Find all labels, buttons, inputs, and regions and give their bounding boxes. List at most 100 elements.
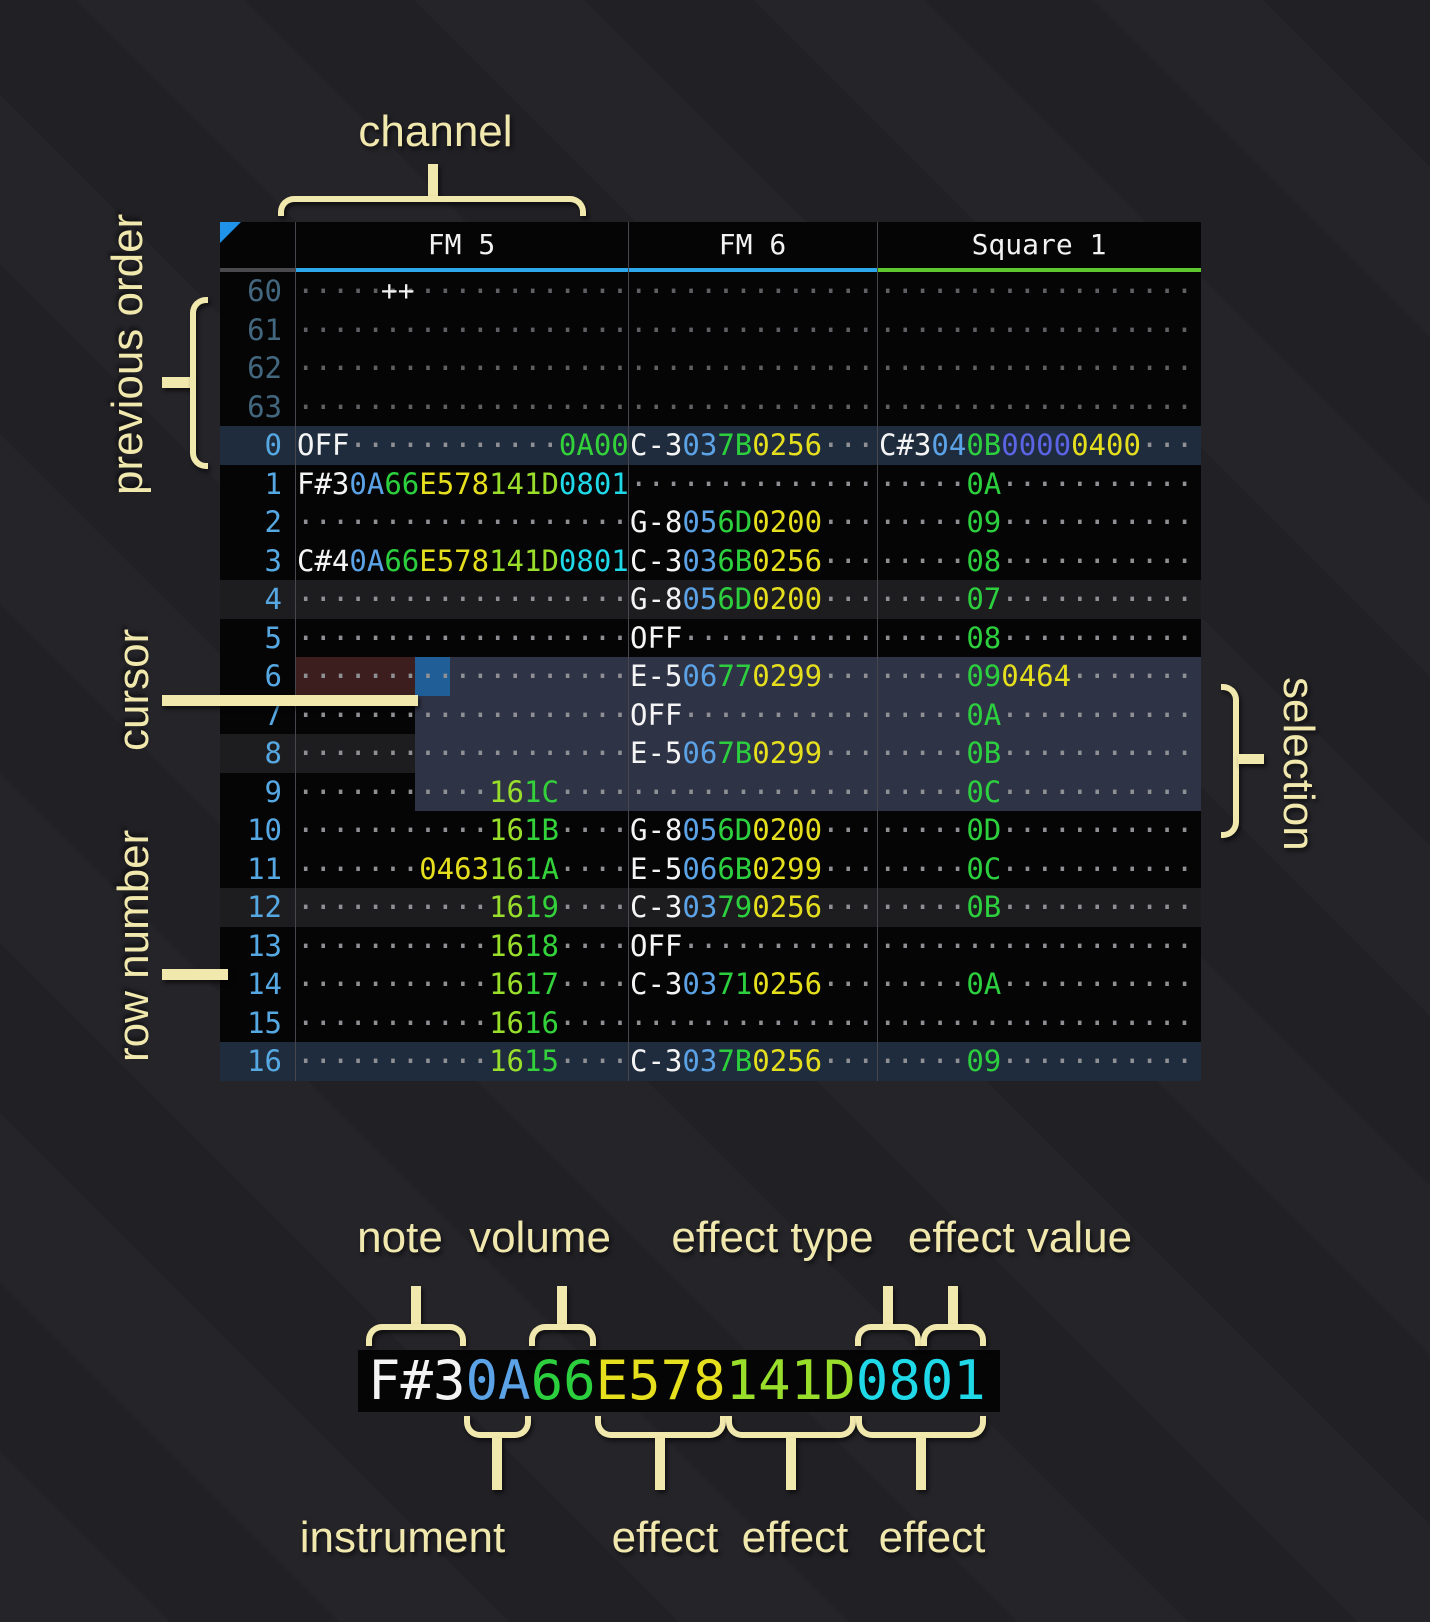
- pattern-cell-sq1[interactable]: ··················: [877, 927, 1201, 966]
- field-fxY: E578: [419, 543, 490, 578]
- pattern-cell-fm6[interactable]: E-5066B0299···: [628, 850, 877, 889]
- pattern-cell-fm5[interactable]: ···················: [295, 272, 628, 311]
- pattern-cell-fm6[interactable]: ··············: [628, 272, 877, 311]
- pattern-row-16: 16 ···········1615···· C-3037B0256··· ·····…: [220, 1042, 1201, 1081]
- pattern-cell-sq1[interactable]: ··················: [877, 272, 1201, 311]
- pattern-cell-sq1[interactable]: ··················: [877, 349, 1201, 388]
- pattern-row-61: 61 ··················· ·············· ·····…: [220, 311, 1201, 350]
- pattern-cell-fm6[interactable]: G-8056D0200···: [628, 811, 877, 850]
- pattern-cell-fm6[interactable]: C-303790256···: [628, 888, 877, 927]
- field-ins: 06: [682, 659, 718, 693]
- effect-value-annotation-brace: [921, 1324, 986, 1346]
- pattern-cell-fm5[interactable]: ···················: [295, 619, 628, 658]
- pattern-cell-sq1[interactable]: ··················: [877, 311, 1201, 350]
- pattern-cell-sq1[interactable]: ·····08···········: [877, 542, 1201, 581]
- pattern-cell-sq1[interactable]: ·····0D···········: [877, 811, 1201, 850]
- pattern-cell-fm6[interactable]: OFF···········: [628, 696, 877, 735]
- pattern-cell-fm6[interactable]: E-5067B0299···: [628, 734, 877, 773]
- pattern-cell-sq1[interactable]: ··················: [877, 1004, 1201, 1043]
- pattern-cell-fm5[interactable]: ···········1619····: [295, 888, 628, 927]
- field-fxC: 0801: [855, 1349, 986, 1412]
- pattern-cell-fm6[interactable]: G-8056D0200···: [628, 580, 877, 619]
- pattern-row-11: 11 ·······0463161A···· E-5066B0299··· ·····…: [220, 850, 1201, 889]
- note-annotation-stem: [411, 1286, 421, 1326]
- field-fxY: 0463: [419, 851, 490, 886]
- pattern-cell-sq1[interactable]: ··················: [877, 388, 1201, 427]
- empty-dots: ··················: [879, 389, 1194, 424]
- channel-header-square-1[interactable]: Square 1: [877, 222, 1201, 272]
- pattern-cell-fm6[interactable]: ··············: [628, 1004, 877, 1043]
- empty-dots: ···········: [297, 1005, 490, 1040]
- pattern-cell-fm6[interactable]: G-8056D0200···: [628, 503, 877, 542]
- pattern-cell-sq1[interactable]: ·····07···········: [877, 580, 1201, 619]
- pattern-cell-sq1[interactable]: ·····08···········: [877, 619, 1201, 658]
- pattern-cell-sq1[interactable]: ·····0C···········: [877, 850, 1201, 889]
- empty-dots: ··················: [879, 312, 1194, 347]
- field-fxY: E578: [419, 466, 490, 501]
- pattern-cell-fm6[interactable]: ··············: [628, 349, 877, 388]
- effect-type-annotation-stem: [883, 1286, 893, 1326]
- pattern-cell-fm5[interactable]: ···················: [295, 734, 628, 773]
- pattern-cell-fm5[interactable]: ···········1618····: [295, 927, 628, 966]
- pattern-row-12: 12 ···········1619···· C-303790256··· ·····…: [220, 888, 1201, 927]
- pattern-cell-fm5[interactable]: ···················: [295, 349, 628, 388]
- channel-header-fm-5[interactable]: FM 5: [295, 222, 628, 272]
- pattern-cell-fm6[interactable]: C-3037B0256···: [628, 426, 877, 465]
- pattern-cell-fm5[interactable]: OFF············0A00: [295, 426, 628, 465]
- pattern-cell-fm5[interactable]: F#30A66E578141D0801: [295, 465, 628, 504]
- channel-annotation-brace: [278, 196, 586, 216]
- pattern-cell-sq1[interactable]: C#3040B00000400···: [877, 426, 1201, 465]
- pattern-cell-fm6[interactable]: C-3036B0256···: [628, 542, 877, 581]
- pattern-cell-fm6[interactable]: OFF···········: [628, 927, 877, 966]
- pattern-cell-fm5[interactable]: ···················: [295, 311, 628, 350]
- empty-dots: ·····: [879, 620, 967, 655]
- empty-dots: ···················: [297, 312, 628, 347]
- field-vol: 0B: [966, 890, 1002, 924]
- empty-dots: ···: [822, 659, 875, 693]
- empty-dots: ··················: [879, 351, 1194, 385]
- pattern-cell-fm5[interactable]: ···················: [295, 388, 628, 427]
- column-divider: [295, 222, 296, 1081]
- pattern-cell-fm5[interactable]: ···········1617····: [295, 965, 628, 1004]
- pattern-cell-sq1[interactable]: ·····0C···········: [877, 773, 1201, 812]
- pattern-cell-fm6[interactable]: C-303710256···: [628, 965, 877, 1004]
- field-fxY: 0256: [752, 1044, 823, 1078]
- pattern-cell-sq1[interactable]: ·····0A···········: [877, 465, 1201, 504]
- pattern-cell-sq1[interactable]: ·····09···········: [877, 503, 1201, 542]
- pattern-cell-fm6[interactable]: ··············: [628, 773, 877, 812]
- pattern-cell-fm5[interactable]: ···················: [295, 503, 628, 542]
- pattern-cell-sq1[interactable]: ·····0B···········: [877, 888, 1201, 927]
- row-number: 5: [264, 620, 282, 655]
- selection-annotation-arm: [1238, 754, 1264, 764]
- pattern-cell-fm6[interactable]: ··············: [628, 465, 877, 504]
- field-vol: 0A: [966, 466, 1002, 501]
- empty-dots: ···········: [1001, 466, 1194, 501]
- pattern-cell-fm5[interactable]: ···················: [295, 580, 628, 619]
- field-fxY: 0200: [752, 582, 823, 616]
- field-fxL: 16: [489, 1044, 524, 1078]
- pattern-cell-fm5[interactable]: ·······0463161A····: [295, 850, 628, 889]
- pattern-cell-fm6[interactable]: C-3037B0256···: [628, 1042, 877, 1081]
- pattern-cell-fm5[interactable]: ···········1615····: [295, 1042, 628, 1081]
- pattern-cell-fm6[interactable]: E-506770299···: [628, 657, 877, 696]
- pattern-cell-sq1[interactable]: ·····09···········: [877, 1042, 1201, 1081]
- pattern-cell-fm5[interactable]: ···········1616····: [295, 1004, 628, 1043]
- pattern-cell-fm5[interactable]: ···········161B····: [295, 811, 628, 850]
- pattern-cell-sq1[interactable]: ·····0A···········: [877, 696, 1201, 735]
- pattern-cell-sq1[interactable]: ·····0A···········: [877, 965, 1201, 1004]
- pattern-cell-sq1[interactable]: ·····0B···········: [877, 734, 1201, 773]
- row-number: 2: [264, 505, 282, 539]
- pattern-cell-fm5[interactable]: ···········161C····: [295, 773, 628, 812]
- field-note: C-3: [630, 428, 683, 462]
- pattern-cell-fm6[interactable]: ··············: [628, 311, 877, 350]
- pattern-cell-fm6[interactable]: OFF···········: [628, 619, 877, 658]
- pattern-cell-fm5[interactable]: ···················: [295, 657, 628, 696]
- pattern-cell-fm6[interactable]: ··············: [628, 388, 877, 427]
- pattern-cell-sq1[interactable]: ·····090464·······: [877, 657, 1201, 696]
- order-header-cell[interactable]: ++: [220, 222, 415, 307]
- effect3-annotation-label: effect: [878, 1513, 986, 1562]
- channel-header-fm-6[interactable]: FM 6: [628, 222, 877, 272]
- field-vol: 0B: [966, 428, 1002, 462]
- field-vol: 0C: [966, 851, 1002, 886]
- pattern-cell-fm5[interactable]: C#40A66E578141D0801: [295, 542, 628, 581]
